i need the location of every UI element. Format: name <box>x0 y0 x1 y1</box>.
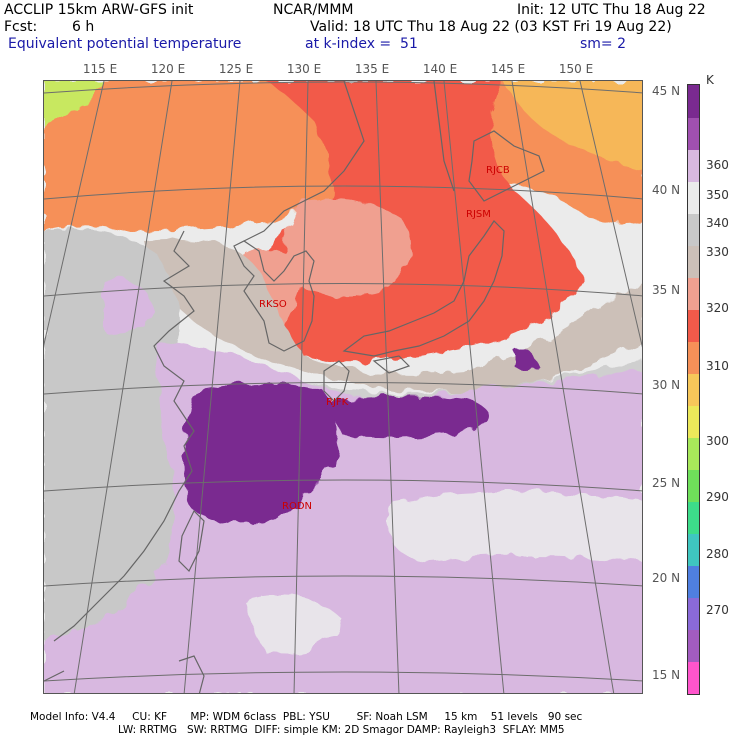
forecast-label: Fcst: <box>4 19 38 35</box>
colorbar-swatch <box>688 661 699 695</box>
field-region <box>44 228 194 661</box>
colorbar-swatch <box>688 533 699 567</box>
map-canvas: RJCB RJSM RKSO RJFK RODN <box>44 81 642 693</box>
init-time: Init: 12 UTC Thu 18 Aug 22 <box>517 2 706 18</box>
colorbar-swatch <box>688 341 699 374</box>
colorbar-label: 330 <box>706 245 729 259</box>
field-region <box>388 491 642 561</box>
graticule <box>44 81 642 693</box>
lat-label: 40 N <box>652 183 681 197</box>
model-info-line2: LW: RRTMG SW: RRTMG DIFF: simple KM: 2D … <box>118 724 565 736</box>
lat-label: 25 N <box>652 476 681 490</box>
smoothing-label: sm= 2 <box>580 36 627 52</box>
colorbar-swatch <box>688 437 699 471</box>
colorbar-swatch <box>688 629 699 663</box>
station-label: RKSO <box>259 299 287 310</box>
colorbar-swatch <box>688 181 699 214</box>
lon-label: 115 E <box>82 62 118 76</box>
lon-label: 135 E <box>354 62 390 76</box>
colorbar-swatch <box>688 373 699 407</box>
colorbar-label: 280 <box>706 547 729 561</box>
lon-label: 145 E <box>490 62 526 76</box>
colorbar-swatch <box>688 245 699 278</box>
field-region <box>324 396 489 438</box>
colorbar-swatch <box>688 405 699 439</box>
lat-label: 45 N <box>652 84 681 98</box>
station-label: RJFK <box>326 397 349 408</box>
colorbar <box>687 84 700 695</box>
forecast-hours: 6 h <box>72 19 95 35</box>
field-region <box>244 594 344 653</box>
station-label: RJCB <box>486 165 510 176</box>
colorbar-swatch <box>688 149 699 182</box>
lon-label: 125 E <box>218 62 254 76</box>
colorbar-swatch <box>688 85 699 118</box>
colorbar-swatch <box>688 565 699 599</box>
colorbar-swatch <box>688 117 699 150</box>
lon-label: 120 E <box>150 62 186 76</box>
colorbar-swatch <box>688 469 699 503</box>
model-info-line1: Model Info: V4.4 CU: KF MP: WDM 6class P… <box>30 711 583 723</box>
colorbar-label: 270 <box>706 603 729 617</box>
colorbar-swatch <box>688 501 699 535</box>
colorbar-swatch <box>688 597 699 631</box>
colorbar-swatch <box>688 213 699 246</box>
coastline <box>44 81 545 693</box>
colorbar-swatch <box>688 309 699 342</box>
station-label: RJSM <box>466 209 491 220</box>
level-label: at k-index = 51 <box>305 36 418 52</box>
colorbar-label: 320 <box>706 301 729 315</box>
colorbar-label: 350 <box>706 188 729 202</box>
station-label: RODN <box>282 501 312 512</box>
lat-label: 30 N <box>652 378 681 392</box>
field-region <box>286 198 411 297</box>
lon-label: 130 E <box>286 62 322 76</box>
colorbar-label: 310 <box>706 359 729 373</box>
colorbar-label: 340 <box>706 216 729 230</box>
organization-label: NCAR/MMM <box>273 2 354 18</box>
field-region <box>504 81 642 171</box>
colorbar-label: 300 <box>706 434 729 448</box>
colorbar-label: 290 <box>706 490 729 504</box>
lat-label: 35 N <box>652 283 681 297</box>
colorbar-unit: K <box>706 73 714 87</box>
field-region <box>104 279 154 334</box>
colorbar-label: 360 <box>706 158 729 172</box>
valid-time: Valid: 18 UTC Thu 18 Aug 22 (03 KST Fri … <box>310 19 672 35</box>
colorbar-swatch <box>688 277 699 310</box>
lat-label: 20 N <box>652 571 681 585</box>
field-region <box>514 350 539 371</box>
theta-e-map: RJCB RJSM RKSO RJFK RODN <box>43 80 643 694</box>
lon-label: 150 E <box>558 62 594 76</box>
lat-label: 15 N <box>652 668 681 682</box>
model-title: ACCLIP 15km ARW-GFS init <box>4 2 194 18</box>
lon-label: 140 E <box>422 62 458 76</box>
field-name: Equivalent potential temperature <box>8 36 242 52</box>
